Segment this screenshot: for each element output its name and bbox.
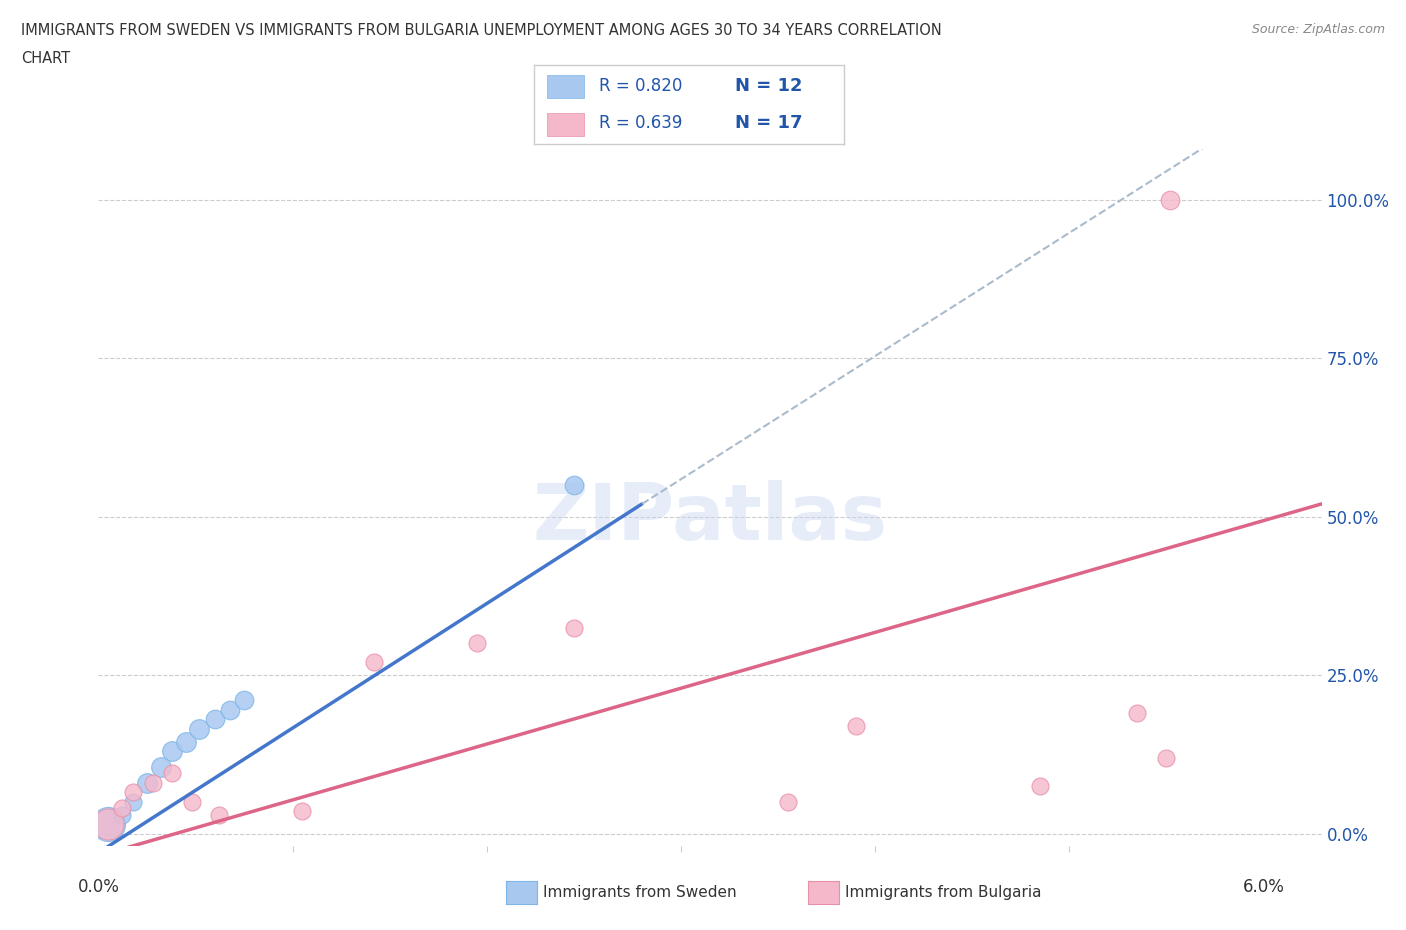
Text: CHART: CHART	[21, 51, 70, 66]
Point	[776, 794, 799, 809]
Point	[233, 693, 256, 708]
Text: R = 0.639: R = 0.639	[599, 113, 682, 132]
Point	[122, 794, 145, 809]
Text: 6.0%: 6.0%	[1243, 878, 1284, 896]
Point	[111, 807, 134, 822]
Point	[160, 744, 183, 759]
Point	[845, 718, 868, 733]
Text: Immigrants from Bulgaria: Immigrants from Bulgaria	[845, 884, 1042, 900]
Point	[1126, 706, 1149, 721]
FancyBboxPatch shape	[547, 113, 583, 137]
Point	[122, 785, 145, 800]
Point	[111, 801, 134, 816]
Point	[97, 817, 120, 831]
Text: ZIPatlas: ZIPatlas	[533, 481, 887, 556]
Point	[562, 620, 585, 635]
Point	[1159, 193, 1181, 207]
Point	[180, 794, 202, 809]
Text: R = 0.820: R = 0.820	[599, 76, 682, 95]
Point	[562, 477, 585, 492]
Point	[160, 766, 183, 781]
Point	[1156, 751, 1178, 765]
Point	[188, 722, 211, 737]
Point	[208, 807, 231, 822]
Point	[97, 817, 120, 831]
Text: 0.0%: 0.0%	[77, 878, 120, 896]
Text: IMMIGRANTS FROM SWEDEN VS IMMIGRANTS FROM BULGARIA UNEMPLOYMENT AMONG AGES 30 TO: IMMIGRANTS FROM SWEDEN VS IMMIGRANTS FRO…	[21, 23, 942, 38]
Text: N = 17: N = 17	[735, 113, 803, 132]
Text: N = 12: N = 12	[735, 76, 803, 95]
Point	[142, 776, 165, 790]
Text: Immigrants from Sweden: Immigrants from Sweden	[543, 884, 737, 900]
Point	[219, 702, 242, 717]
Point	[465, 636, 488, 651]
Point	[149, 760, 172, 775]
Point	[1029, 778, 1052, 793]
Point	[174, 735, 197, 750]
Point	[136, 776, 159, 790]
Point	[204, 712, 226, 727]
FancyBboxPatch shape	[547, 74, 583, 99]
Point	[291, 804, 314, 819]
Point	[363, 655, 385, 670]
Text: Source: ZipAtlas.com: Source: ZipAtlas.com	[1251, 23, 1385, 36]
